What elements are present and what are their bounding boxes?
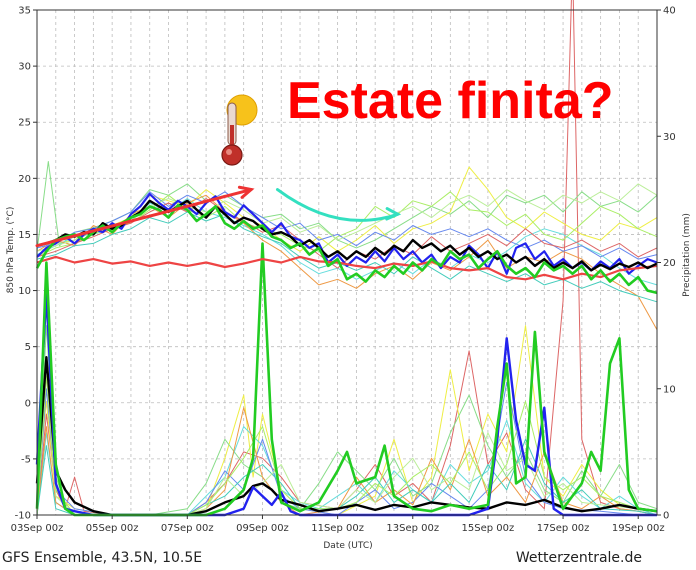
x-tick-label: 03Sep 00z (11, 523, 64, 534)
y-tick-label-left: -5 (21, 454, 31, 465)
y-tick-label-right: 10 (663, 384, 676, 395)
temperature-series (35, 161, 658, 331)
annotation-arrow-head (385, 207, 402, 221)
x-tick-label: 13Sep 00z (386, 523, 439, 534)
x-tick-label: 09Sep 00z (236, 523, 289, 534)
precip-series-line (36, 0, 658, 516)
y-tick-label-left: 0 (25, 398, 31, 409)
x-tick-label: 17Sep 00z (537, 523, 590, 534)
y-axis-label-left: 850 hPa Temp. (°C) (6, 207, 16, 294)
annotation-arrow (275, 188, 400, 222)
temp-series-line (36, 199, 658, 272)
chart-annotations (35, 185, 402, 248)
y-tick-label-left: -10 (15, 511, 31, 522)
y-tick-label-left: 30 (18, 62, 31, 73)
x-tick-label: 07Sep 00z (161, 523, 214, 534)
precip-series-line (35, 356, 658, 517)
x-tick-label: 11Sep 00z (311, 523, 364, 534)
y-tick-label-left: 15 (18, 230, 31, 241)
y-tick-label-right: 30 (663, 132, 676, 143)
footer-source: Wetterzentrale.de (515, 550, 642, 566)
chart-axes: -10 -5 0 5 10 15 20 25 30 35 0 10 20 30 40 03Sep 00z 05S… (11, 6, 676, 535)
x-tick-label: 15Sep 00z (462, 523, 515, 534)
precip-series-line (36, 325, 658, 516)
annotation-arrow-head (237, 185, 255, 199)
temp-series-line (36, 191, 658, 260)
y-tick-label-right: 40 (663, 6, 676, 17)
y-tick-label-left: 25 (18, 118, 31, 129)
temp-series-line (36, 191, 658, 258)
y-tick-label-right: 0 (663, 511, 669, 522)
x-tick-label: 19Sep 00z (612, 523, 665, 534)
temp-series-line (36, 255, 658, 281)
y-tick-label-left: 5 (25, 342, 31, 353)
y-tick-label-right: 20 (663, 258, 676, 269)
y-tick-label-left: 35 (18, 6, 31, 17)
y-tick-label-left: 20 (18, 174, 31, 185)
annotation-arrow (35, 188, 253, 248)
precip-series-line (35, 292, 657, 517)
temp-series-line (36, 192, 658, 275)
y-tick-label-left: 10 (18, 286, 31, 297)
x-tick-label: 05Sep 00z (86, 523, 139, 534)
footer-model-info: GFS Ensemble, 43.5N, 10.5E (2, 550, 203, 566)
x-axis-label: Date (UTC) (323, 541, 372, 551)
y-axis-label-right: Precipitation (mm) (682, 213, 692, 297)
temp-series-line (35, 204, 658, 295)
overlay-title: Estate finita? (287, 72, 614, 130)
thermometer-sun-icon (221, 94, 258, 166)
temp-series-line (36, 161, 658, 252)
precip-series-line (36, 325, 658, 516)
